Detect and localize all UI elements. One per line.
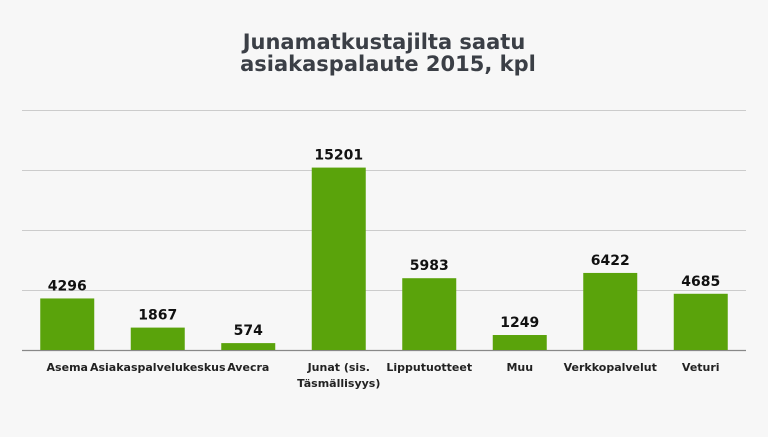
bar [402, 278, 457, 350]
bar [40, 298, 95, 350]
data-label: 6422 [591, 253, 630, 269]
data-label: 574 [234, 323, 263, 339]
x-tick-label: Täsmällisyys) [297, 377, 380, 390]
data-label: 5983 [410, 258, 449, 274]
labels: 4296 Asema 1867 Asiakaspalvelukeskus 574 Avec… [47, 148, 721, 390]
data-label: 15201 [314, 148, 363, 164]
gridlines [22, 110, 746, 352]
chart-title-line-2: asiakaspalaute 2015, kpl [240, 52, 536, 76]
data-label: 4685 [681, 274, 720, 290]
x-tick-label: Asiakaspalvelukeskus [90, 361, 226, 374]
bar [130, 327, 185, 350]
bar [221, 343, 276, 350]
x-tick-label: Muu [506, 361, 533, 374]
x-tick-label: Asema [47, 361, 88, 374]
x-tick-label: Junat (sis. [307, 361, 370, 374]
bar [492, 335, 547, 350]
bars [40, 167, 728, 350]
data-label: 4296 [48, 278, 87, 294]
data-label: 1249 [500, 315, 539, 331]
bar [311, 167, 366, 350]
x-tick-label: Veturi [682, 361, 720, 374]
bar [583, 272, 638, 350]
chart-title-line-1: Junamatkustajilta saatu [241, 30, 526, 54]
x-tick-label: Verkkopalvelut [564, 361, 657, 374]
data-label: 1867 [138, 308, 177, 324]
x-tick-label: Lipputuotteet [386, 361, 472, 374]
bar [673, 293, 728, 350]
x-tick-label: Avecra [227, 361, 269, 374]
